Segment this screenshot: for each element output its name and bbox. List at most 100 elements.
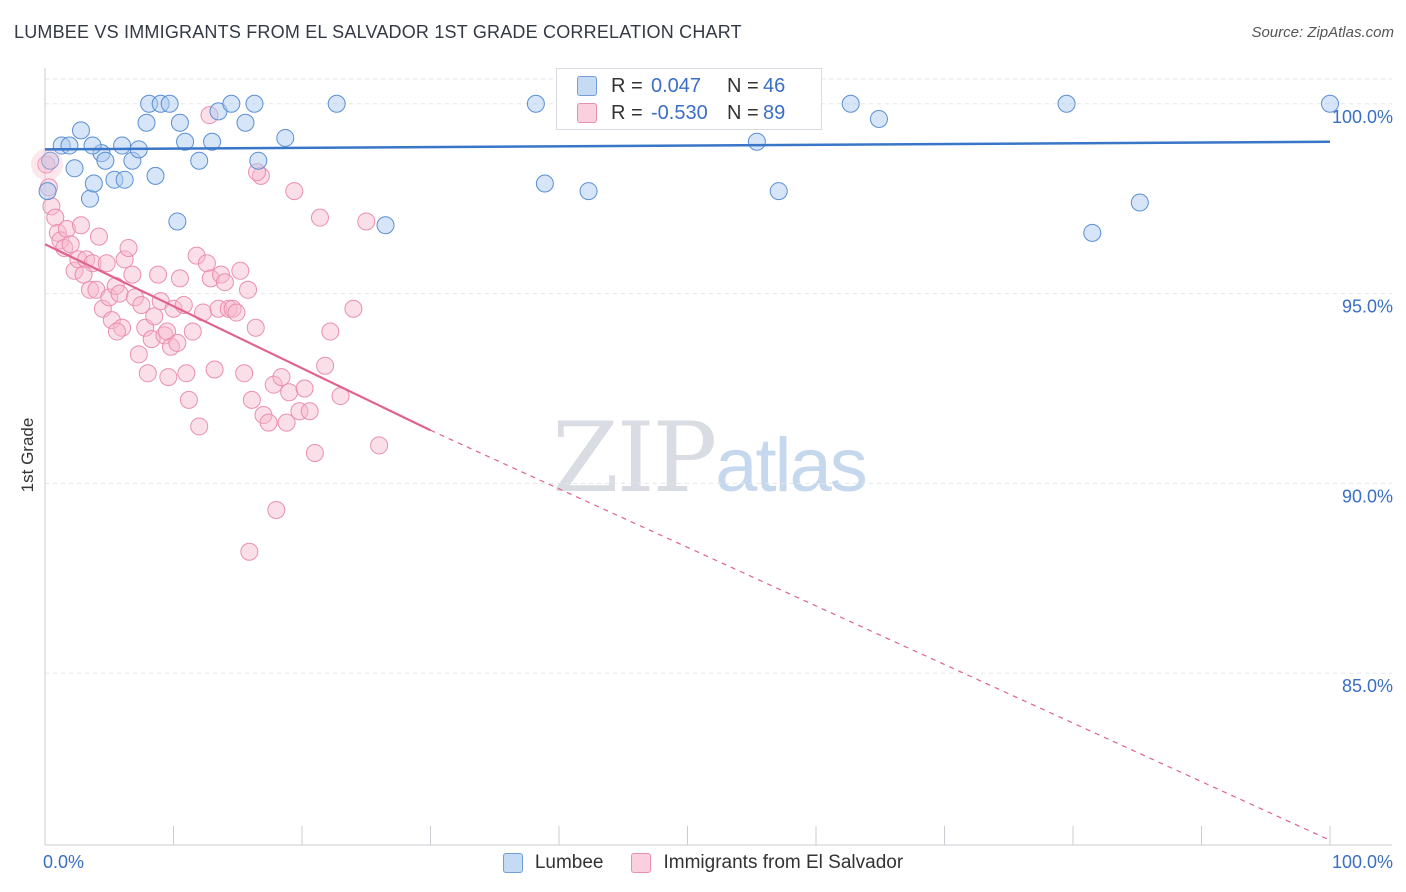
lumbee-point [869, 109, 888, 128]
watermark-zip: ZIP [552, 402, 717, 514]
salvador-point [168, 333, 187, 352]
lumbee-point [160, 94, 179, 113]
legend-r-label: R = [611, 74, 643, 97]
salvador-point [277, 413, 296, 432]
lumbee-point [747, 132, 766, 151]
salvador-point [357, 212, 376, 231]
salvador-point [300, 402, 319, 421]
salvador-point [97, 254, 116, 273]
salvador-point [267, 500, 286, 519]
lumbee-trend-line [44, 140, 1331, 151]
salvador-point [344, 299, 363, 318]
lumbee-point [1130, 193, 1149, 212]
source-label: Source: ZipAtlas.com [1251, 24, 1394, 41]
salvador-point [183, 322, 202, 341]
salvador-point [197, 254, 216, 273]
lumbee-point [1057, 94, 1076, 113]
lumbee-point [1083, 223, 1102, 242]
salvador-point [321, 322, 340, 341]
lumbee-point [80, 189, 99, 208]
legend-n-value: 46 [763, 74, 786, 97]
lumbee-point [83, 136, 102, 155]
salvador-trend-line [44, 243, 431, 432]
series-legend: Lumbee Immigrants from El Salvador [0, 852, 1406, 874]
legend-item-salvador: Immigrants from El Salvador [631, 852, 903, 874]
legend-row-salvador: R = -0.530 N = 89 [577, 100, 785, 126]
lumbee-point [203, 132, 222, 151]
salvador-point [71, 216, 90, 235]
lumbee-point [113, 136, 132, 155]
salvador-point [295, 379, 314, 398]
chart-title: LUMBEE VS IMMIGRANTS FROM EL SALVADOR 1S… [14, 22, 742, 42]
x-tick-min: 0.0% [43, 852, 85, 872]
salvador-point [215, 273, 234, 292]
watermark-atlas: atlas [715, 423, 868, 508]
salvador-point [280, 383, 299, 402]
salvador-point [231, 261, 250, 280]
lumbee-point [535, 174, 554, 193]
salvador-point [159, 368, 178, 387]
lumbee-point [170, 113, 189, 132]
y-tick-label: 95.0% [1342, 297, 1393, 317]
salvador-point [80, 280, 99, 299]
legend-n-value: 89 [763, 101, 786, 124]
legend-swatch-pink [631, 853, 652, 873]
legend-n-label: N = [727, 74, 759, 97]
lumbee-point [376, 216, 395, 235]
legend-r-value: 0.047 [651, 74, 702, 97]
salvador-point [242, 390, 261, 409]
salvador-point [177, 364, 196, 383]
salvador-point [119, 239, 138, 258]
legend-row-lumbee: R = 0.047 N = 46 [577, 73, 785, 99]
salvador-point [115, 250, 134, 269]
salvador-point [209, 299, 228, 318]
lumbee-point [65, 159, 84, 178]
salvador-point [264, 375, 283, 394]
lumbee-point [137, 113, 156, 132]
salvador-trend-extension [430, 429, 1331, 841]
lumbee-point [168, 212, 187, 231]
salvador-point [239, 280, 258, 299]
lumbee-point [841, 94, 860, 113]
legend-label-lumbee: Lumbee [534, 852, 604, 873]
lumbee-point [1321, 94, 1339, 113]
legend-swatch-blue [577, 76, 597, 96]
salvador-point [149, 265, 168, 284]
salvador-point [285, 182, 304, 201]
salvador-point [110, 284, 129, 303]
salvador-point [65, 261, 84, 280]
lumbee-point [236, 113, 255, 132]
salvador-point [48, 223, 67, 242]
lumbee-point [190, 151, 209, 170]
salvador-point [31, 148, 63, 181]
y-tick-label: 90.0% [1342, 486, 1393, 506]
legend-r-label: R = [611, 101, 643, 124]
lumbee-point [38, 182, 57, 201]
salvador-point [170, 269, 189, 288]
lumbee-point [176, 132, 195, 151]
legend-n-label: N = [727, 101, 759, 124]
salvador-point [46, 208, 65, 227]
salvador-point [102, 311, 121, 330]
lumbee-point [146, 166, 165, 185]
salvador-point [246, 318, 265, 337]
lumbee-point [249, 151, 268, 170]
salvador-point [107, 322, 126, 341]
salvador-point [61, 235, 80, 254]
salvador-point [132, 295, 151, 314]
salvador-point [290, 402, 309, 421]
salvador-point [259, 413, 278, 432]
lumbee-point [84, 174, 103, 193]
lumbee-point [71, 121, 90, 140]
lumbee-point [245, 94, 264, 113]
legend-label-salvador: Immigrants from El Salvador [663, 852, 904, 873]
legend-item-lumbee: Lumbee [502, 852, 604, 874]
watermark: ZIPatlas [552, 402, 868, 514]
lumbee-point [96, 151, 115, 170]
salvador-point [89, 227, 108, 246]
salvador-point [305, 444, 324, 463]
salvador-point [125, 288, 144, 307]
salvador-point [138, 364, 157, 383]
correlation-legend: R = 0.047 N = 46 R = -0.530 N = 89 [556, 68, 822, 130]
